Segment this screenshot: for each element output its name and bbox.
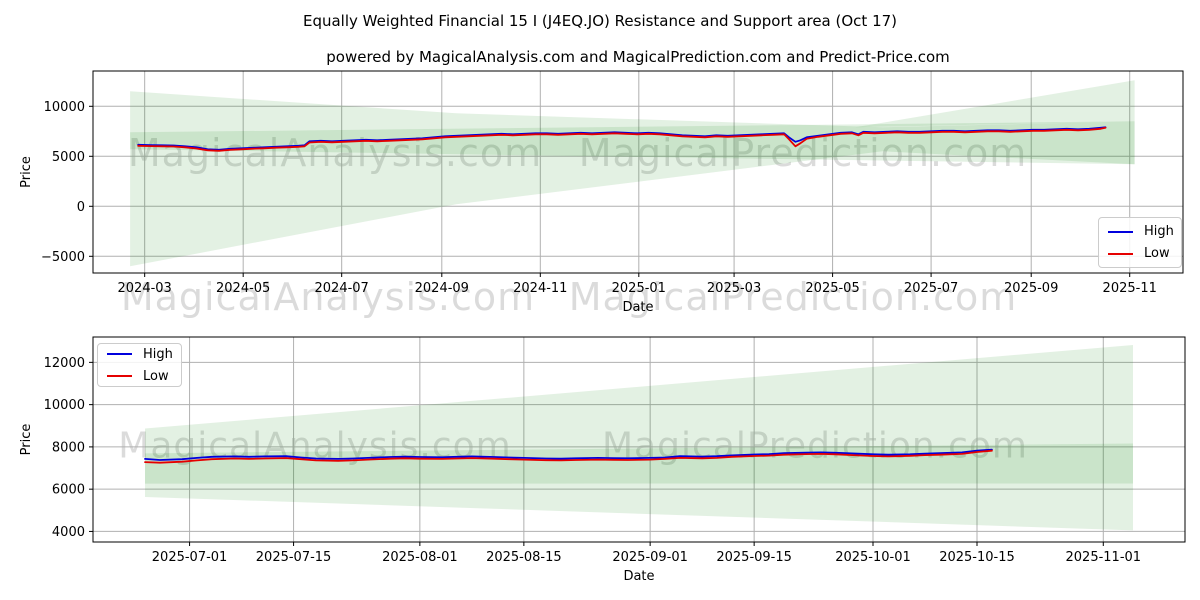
x-tick-label: 2025-03 — [707, 281, 761, 296]
y-tick-label: 5000 — [52, 150, 85, 165]
y-tick-label: 6000 — [52, 483, 85, 498]
chart-subtitle: powered by MagicalAnalysis.com and Magic… — [326, 48, 950, 66]
x-tick-label: 2025-07-15 — [256, 550, 332, 565]
x-tick-label: 2025-01 — [612, 281, 666, 296]
legend-row-high: High — [107, 346, 173, 362]
x-tick-label: 2025-09-15 — [716, 550, 792, 565]
x-tick-label: 2025-08-01 — [382, 550, 458, 565]
x-tick-label: 2025-07-01 — [152, 550, 228, 565]
x-tick-label: 2025-09 — [1004, 281, 1058, 296]
y-tick-label: 10000 — [44, 398, 85, 413]
support-resistance-band-outer-wedge-top — [130, 91, 1135, 267]
y-axis-label-top: Price — [19, 156, 34, 188]
legend-bottom-chart: High Low — [97, 343, 182, 387]
legend-label-high: High — [1144, 224, 1174, 239]
watermark-prediction: MagicalPrediction.com — [602, 425, 1028, 467]
y-tick-label: 4000 — [52, 525, 85, 540]
y-tick-label: 0 — [77, 200, 85, 215]
watermark-prediction: MagicalPrediction.com — [568, 275, 1018, 319]
watermark-analysis: MagicalAnalysis.com — [127, 131, 543, 175]
y-tick-label: 8000 — [52, 440, 85, 455]
plot-border-top — [92, 70, 1184, 274]
legend-line-swatch-low — [1108, 252, 1133, 255]
x-tick-label: 2025-10-01 — [835, 550, 911, 565]
series-line-low-top — [137, 126, 1107, 152]
legend-label-low: Low — [143, 368, 169, 384]
y-axis-label-bottom: Price — [19, 424, 34, 456]
x-tick-label: 2024-11 — [513, 281, 567, 296]
x-tick-label: 2025-10-15 — [939, 550, 1015, 565]
x-tick-label: 2025-11-01 — [1066, 550, 1142, 565]
x-tick-label: 2025-08-15 — [486, 550, 562, 565]
y-tick-label: 12000 — [44, 356, 85, 371]
series-line-high-bottom — [144, 448, 993, 461]
series-line-low-bottom — [144, 449, 993, 464]
x-tick-label: 2024-07 — [315, 281, 369, 296]
legend-row-low: Low — [107, 370, 172, 383]
x-axis-label-bottom: Date — [623, 569, 654, 584]
x-tick-label: 2024-09 — [415, 281, 469, 296]
legend-label-high: High — [143, 346, 173, 362]
y-tick-label: −5000 — [41, 250, 85, 265]
plot-border-bottom — [92, 336, 1186, 543]
x-tick-label: 2025-07 — [904, 281, 958, 296]
legend-line-swatch-high — [107, 353, 132, 355]
x-axis-label-top: Date — [622, 300, 653, 315]
x-tick-label: 2025-05 — [805, 281, 859, 296]
support-resistance-band-inner-strip-bottom — [145, 443, 1133, 484]
chart-title: Equally Weighted Financial 15 I (J4EQ.JO… — [302, 12, 898, 30]
legend-row-high: High — [1108, 224, 1174, 239]
x-tick-label: 2025-09-01 — [612, 550, 688, 565]
support-resistance-band-outer-wedge-bottom — [145, 345, 1133, 531]
legend-top-chart: High Low — [1098, 217, 1182, 268]
watermark-analysis: MagicalAnalysis.com — [120, 275, 536, 319]
legend-line-swatch-low — [107, 375, 132, 377]
x-tick-label: 2025-11 — [1103, 281, 1157, 296]
legend-line-swatch-high — [1108, 230, 1133, 233]
y-tick-label: 10000 — [44, 100, 85, 115]
legend-label-low: Low — [1144, 246, 1170, 261]
x-tick-label: 2024-03 — [118, 281, 172, 296]
x-tick-label: 2024-05 — [216, 281, 270, 296]
legend-row-low: Low — [1108, 247, 1172, 260]
support-resistance-band-upper-right-wedge-top — [855, 80, 1135, 128]
